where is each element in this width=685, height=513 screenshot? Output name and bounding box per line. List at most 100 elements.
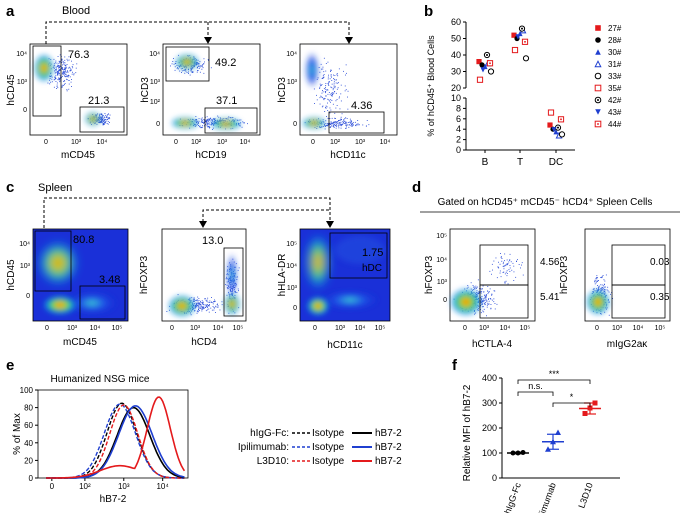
event-dot <box>201 300 203 302</box>
y-axis-label: % of hCD45⁺ Blood Cells <box>426 35 436 137</box>
event-dot <box>336 74 338 76</box>
event-dot <box>71 60 72 62</box>
event-dot <box>178 68 179 70</box>
event-dot <box>510 261 512 263</box>
event-dot <box>63 69 65 71</box>
event-dot <box>206 119 208 121</box>
tick-label: 10⁴ <box>97 139 108 146</box>
event-dot <box>327 102 328 104</box>
event-dot <box>100 121 102 123</box>
event-dot <box>330 99 332 101</box>
event-dot <box>56 84 58 86</box>
event-dot <box>340 118 342 120</box>
event-dot <box>59 77 61 79</box>
event-dot <box>211 119 213 121</box>
event-dot <box>64 76 66 77</box>
event-dot <box>218 116 220 118</box>
gate-value: 0.35 <box>650 292 670 303</box>
event-dot <box>201 308 203 310</box>
event-dot <box>220 117 221 119</box>
event-dot <box>214 299 215 301</box>
x-axis-label: hCTLA-4 <box>472 339 512 350</box>
event-dot <box>352 122 354 124</box>
event-dot <box>473 286 475 288</box>
event-dot <box>485 302 487 303</box>
event-dot <box>61 59 63 61</box>
event-dot <box>331 92 333 93</box>
event-dot <box>350 125 352 127</box>
event-dot <box>106 123 108 124</box>
density-hotspot <box>335 236 385 264</box>
density-hotspot <box>224 293 240 315</box>
event-dot <box>59 81 61 83</box>
x-axis-label: hCD4 <box>191 337 217 348</box>
event-dot <box>325 107 327 109</box>
event-dot <box>484 304 486 306</box>
y-axis-label: hCD45 <box>6 74 17 106</box>
event-dot <box>330 109 332 111</box>
event-dot <box>107 119 108 120</box>
event-dot <box>56 66 58 67</box>
tick-label: 10³ <box>217 139 228 146</box>
gate-hcd11c <box>328 111 385 134</box>
event-dot <box>321 78 323 79</box>
event-dot <box>206 119 208 120</box>
event-dot <box>332 103 334 105</box>
event-dot <box>607 290 609 292</box>
event-dot <box>194 298 195 300</box>
event-dot <box>208 311 210 313</box>
event-dot <box>333 127 335 128</box>
legend-label: 28# <box>608 36 622 45</box>
tick-label: 80 <box>24 404 33 413</box>
event-dot <box>206 121 207 123</box>
event-dot <box>209 118 210 120</box>
event-dot <box>504 282 506 284</box>
event-dot <box>101 115 103 116</box>
legend-e: hIgG-Fc: Isotype hB7-2 Ipilimumab: Isotype hB… <box>238 428 402 467</box>
event-dot <box>214 118 216 119</box>
flow-plot-d2: 0.03 0.35 hFOXP3 mIgG2aκ 0 10³ 10⁴ 10⁵ <box>559 228 671 350</box>
panel-letter-d: d <box>412 179 421 196</box>
event-dot <box>335 107 337 109</box>
event-dot <box>342 121 344 123</box>
density-hotspot <box>175 54 199 70</box>
event-dot <box>234 291 236 293</box>
event-dot <box>202 306 204 307</box>
event-dot <box>231 117 233 119</box>
event-dot <box>102 116 103 118</box>
event-dot <box>203 125 205 127</box>
event-dot <box>332 93 334 95</box>
event-dot <box>58 66 60 68</box>
event-dot <box>345 89 347 91</box>
event-dot <box>55 77 57 79</box>
event-dot <box>58 72 60 74</box>
event-dot <box>503 271 505 273</box>
event-dot <box>316 99 318 101</box>
event-dot <box>56 88 57 89</box>
event-dot <box>193 297 195 299</box>
event-dot <box>366 120 368 121</box>
event-dot <box>470 282 472 284</box>
gate-value: 5.41 <box>540 292 560 303</box>
panel-d-title: Gated on hCD45⁺ mCD45⁻ hCD4⁺ Spleen Cell… <box>438 197 653 208</box>
event-dot <box>56 82 58 84</box>
data-point <box>595 49 601 55</box>
event-dot <box>228 291 229 293</box>
plot-frame <box>37 389 189 479</box>
event-dot <box>518 264 520 265</box>
event-dot <box>319 86 321 88</box>
panel-c-arrow-branch <box>202 209 330 222</box>
event-dot <box>333 125 335 126</box>
event-dot <box>225 278 227 280</box>
event-dot <box>343 120 344 122</box>
tick-label: 10³ <box>17 79 28 86</box>
data-point <box>522 55 530 62</box>
event-dot <box>600 288 602 290</box>
event-dot <box>65 64 67 66</box>
event-dot <box>339 96 340 98</box>
tick-label: 0 <box>293 305 297 312</box>
event-dot <box>345 74 346 76</box>
event-dot <box>503 265 505 267</box>
event-dot <box>53 79 55 81</box>
event-dot <box>331 100 333 101</box>
